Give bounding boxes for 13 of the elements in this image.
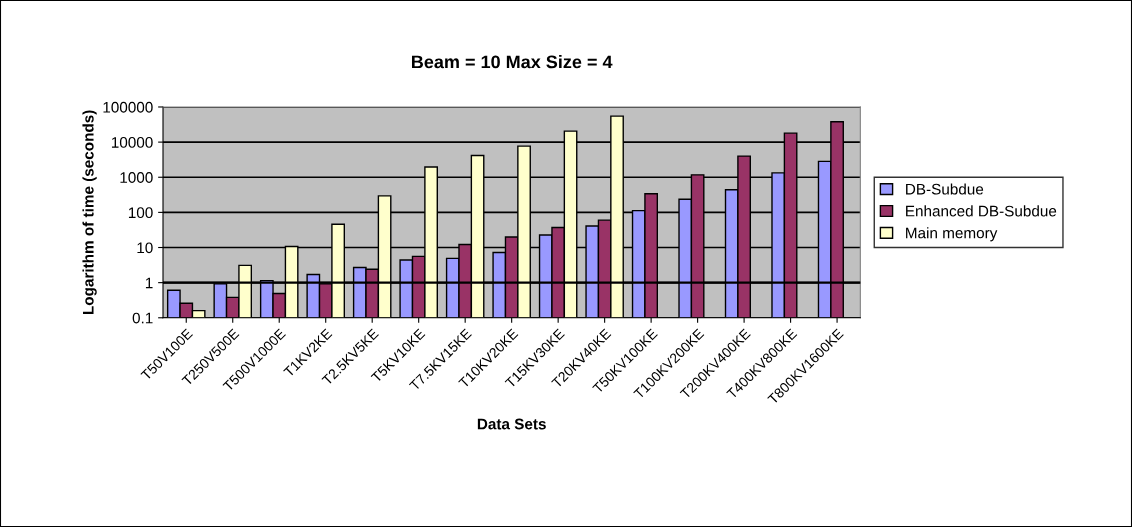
legend-label: Enhanced DB-Subdue (906, 205, 1057, 217)
y-tick-label: 100000 (103, 101, 153, 113)
x-axis-title: Data Sets (477, 418, 546, 430)
y-tick-label: 100 (128, 207, 153, 219)
legend-label: DB-Subdue (906, 183, 984, 195)
y-tick-label: 0.1 (132, 312, 153, 324)
y-tick-label: 1000 (120, 172, 153, 183)
y-axis-title: Logarithm of time (seconds) (82, 110, 97, 315)
y-tick-label: 10000 (111, 136, 153, 148)
legend-label: Main memory (906, 227, 998, 242)
y-tick-label: 10 (137, 242, 153, 254)
chart-title: Beam = 10 Max Size = 4 (412, 55, 613, 69)
y-tick-label: 1 (145, 277, 153, 289)
